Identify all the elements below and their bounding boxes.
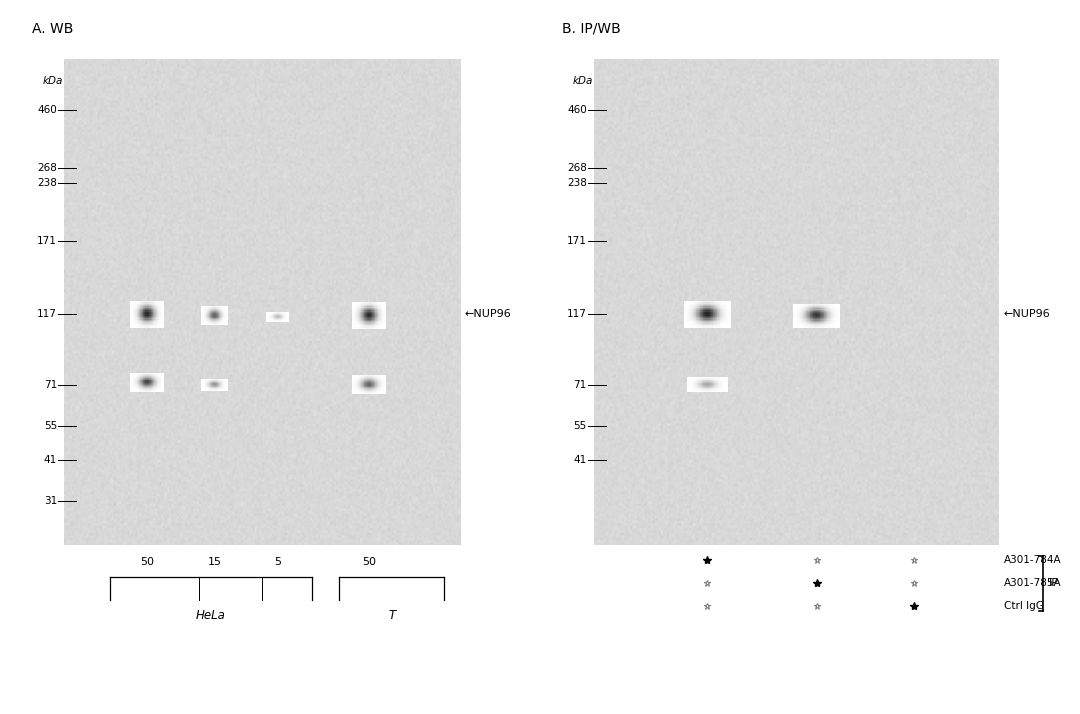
Text: ←NUP96: ←NUP96	[464, 309, 512, 319]
Text: 55: 55	[573, 421, 586, 431]
Text: 117: 117	[37, 309, 57, 319]
Text: 71: 71	[573, 380, 586, 390]
Text: B. IP/WB: B. IP/WB	[562, 21, 620, 36]
Text: A301-785A: A301-785A	[1003, 578, 1062, 588]
Text: Ctrl IgG: Ctrl IgG	[1003, 601, 1043, 611]
Text: 71: 71	[44, 380, 57, 390]
Text: A. WB: A. WB	[32, 21, 73, 36]
Text: kDa: kDa	[43, 76, 64, 86]
Text: 5: 5	[274, 557, 282, 567]
Text: 50: 50	[140, 557, 154, 567]
Text: 460: 460	[567, 105, 586, 115]
Text: 41: 41	[44, 455, 57, 465]
Text: 238: 238	[37, 178, 57, 188]
Text: IP: IP	[1049, 578, 1058, 588]
Text: ←NUP96: ←NUP96	[1003, 309, 1051, 319]
Text: kDa: kDa	[572, 76, 593, 86]
Text: 41: 41	[573, 455, 586, 465]
Text: 31: 31	[44, 496, 57, 506]
Text: 238: 238	[567, 178, 586, 188]
Text: HeLa: HeLa	[195, 608, 226, 622]
Text: 171: 171	[37, 236, 57, 246]
Text: 171: 171	[567, 236, 586, 246]
Text: 15: 15	[207, 557, 221, 567]
Text: 117: 117	[567, 309, 586, 319]
Text: 50: 50	[362, 557, 376, 567]
Text: 55: 55	[44, 421, 57, 431]
Text: A301-784A: A301-784A	[1003, 555, 1062, 565]
Text: 268: 268	[37, 164, 57, 174]
Text: T: T	[388, 608, 395, 622]
Text: 268: 268	[567, 164, 586, 174]
Text: 460: 460	[38, 105, 57, 115]
